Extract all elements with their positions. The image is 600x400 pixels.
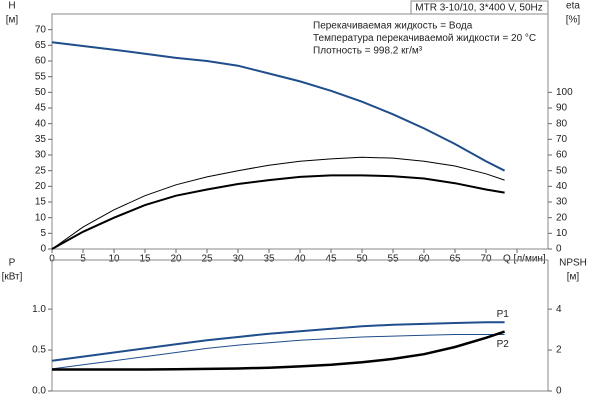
title-box bbox=[410, 0, 549, 15]
y-tick-label: 55 bbox=[35, 71, 47, 82]
curve bbox=[51, 174, 505, 250]
x-tick-label: 45 bbox=[325, 254, 337, 265]
y2-axis-label: NPSH bbox=[559, 258, 587, 269]
y-tick-label: 60 bbox=[35, 56, 47, 67]
x-tick-label: 50 bbox=[356, 254, 368, 265]
y2-tick-label: 100 bbox=[556, 87, 573, 98]
plot-frame bbox=[51, 13, 549, 250]
y-tick-label: 10 bbox=[35, 212, 47, 223]
y2-tick-label: 10 bbox=[556, 228, 568, 239]
y-tick-label: 30 bbox=[35, 150, 47, 161]
plot-frame bbox=[51, 259, 549, 392]
x-tick-label: 25 bbox=[201, 254, 213, 265]
y-tick-label: 0 bbox=[40, 244, 46, 255]
x-tick-label: 5 bbox=[80, 254, 86, 265]
x-axis-label: Q [л/мин] bbox=[503, 254, 546, 265]
y-tick-label: 20 bbox=[35, 181, 47, 192]
x-tick-label: 15 bbox=[139, 254, 151, 265]
x-tick-label: 40 bbox=[294, 254, 306, 265]
curve bbox=[51, 41, 506, 172]
y2-tick-label: 40 bbox=[556, 181, 568, 192]
y-axis-label: H bbox=[8, 1, 15, 12]
y-axis-label: P bbox=[9, 258, 16, 269]
y2-tick-label: 60 bbox=[556, 150, 568, 161]
x-tick-label: 20 bbox=[170, 254, 182, 265]
x-tick-label: 55 bbox=[387, 254, 399, 265]
y2-tick-label: 90 bbox=[556, 103, 568, 114]
x-tick-label: 10 bbox=[108, 254, 120, 265]
y-tick-label: 1.0 bbox=[32, 304, 46, 315]
curve bbox=[51, 156, 505, 250]
y-tick-label: 0.0 bbox=[32, 386, 46, 397]
chart-title: MTR 3-10/10, 3*400 V, 50Hz bbox=[415, 3, 542, 14]
curve bbox=[51, 334, 505, 370]
y2-tick-label: 50 bbox=[556, 165, 568, 176]
y-tick-label: 40 bbox=[35, 118, 47, 129]
y-axis-label: [кВт] bbox=[2, 272, 23, 283]
x-tick-label: 60 bbox=[418, 254, 430, 265]
y2-tick-label: 4 bbox=[556, 304, 562, 315]
x-tick-label: 0 bbox=[49, 254, 55, 265]
y-tick-label: 5 bbox=[40, 228, 46, 239]
series-label: P2 bbox=[497, 339, 510, 350]
y-tick-label: 65 bbox=[35, 40, 47, 51]
y2-tick-label: 80 bbox=[556, 118, 568, 129]
y-tick-label: 35 bbox=[35, 134, 47, 145]
y-axis-label: [м] bbox=[6, 15, 19, 26]
x-tick-label: 30 bbox=[232, 254, 244, 265]
curve bbox=[52, 330, 505, 371]
y2-tick-label: 0 bbox=[556, 386, 562, 397]
y-tick-label: 50 bbox=[35, 87, 47, 98]
x-tick-label: 65 bbox=[449, 254, 461, 265]
y2-axis-label: [%] bbox=[566, 15, 581, 26]
y2-axis-label: [м] bbox=[567, 272, 580, 283]
y-tick-label: 25 bbox=[35, 165, 47, 176]
x-tick-label: 70 bbox=[480, 254, 492, 265]
y2-tick-label: 0 bbox=[556, 244, 562, 255]
x-tick-label: 35 bbox=[263, 254, 275, 265]
note: Температура перекачиваемой жидкости = 20… bbox=[313, 33, 536, 44]
y-tick-label: 70 bbox=[35, 24, 47, 35]
y2-tick-label: 2 bbox=[556, 345, 562, 356]
series-label: P1 bbox=[497, 309, 510, 320]
curve bbox=[51, 321, 505, 362]
y-tick-label: 0.5 bbox=[32, 345, 46, 356]
y2-tick-label: 20 bbox=[556, 212, 568, 223]
y2-tick-label: 30 bbox=[556, 197, 568, 208]
note: Плотность = 998.2 кг/м³ bbox=[313, 46, 423, 57]
y-tick-label: 15 bbox=[35, 197, 47, 208]
y2-tick-label: 70 bbox=[556, 134, 568, 145]
y2-axis-label: eta bbox=[566, 1, 580, 12]
y-tick-label: 45 bbox=[35, 103, 47, 114]
note: Перекачиваемая жидкость = Вода bbox=[313, 21, 473, 32]
